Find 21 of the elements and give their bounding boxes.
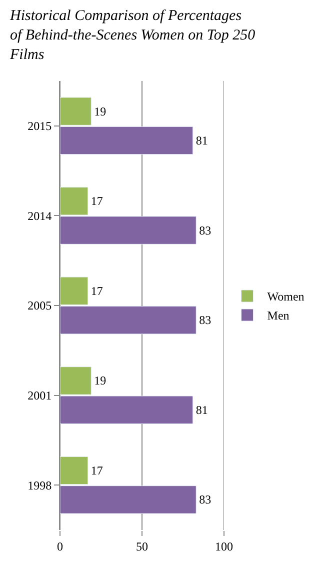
data-label: 83 — [199, 492, 212, 507]
x-tick-label: 100 — [215, 539, 233, 554]
data-label: 83 — [199, 313, 212, 328]
data-label: 83 — [199, 223, 212, 238]
legend-label: Men — [267, 308, 290, 323]
x-tick-label: 50 — [136, 539, 148, 554]
data-label: 17 — [90, 194, 103, 208]
data-label: 81 — [196, 402, 208, 417]
y-tick-label: 2014 — [28, 208, 52, 223]
y-tick-label: 1998 — [28, 478, 52, 492]
data-label: 19 — [94, 374, 106, 388]
legend-label: Women — [267, 290, 304, 304]
data-label: 17 — [90, 284, 103, 298]
data-label: 81 — [196, 133, 208, 148]
data-label: 19 — [94, 104, 106, 118]
y-tick-label: 2001 — [28, 388, 52, 402]
data-label: 17 — [90, 464, 103, 478]
x-tick-label: 0 — [57, 539, 63, 554]
y-tick-label: 2005 — [28, 298, 52, 313]
chart-title: Historical Comparison of Percentages of Behind-the-Scenes Women on Top 250 Films — [9, 8, 256, 63]
y-tick-label: 2015 — [28, 119, 52, 134]
